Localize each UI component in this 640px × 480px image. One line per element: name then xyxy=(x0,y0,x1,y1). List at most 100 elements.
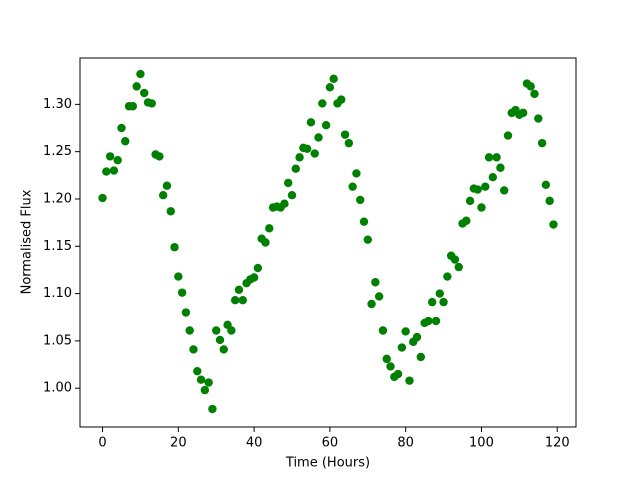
point xyxy=(340,130,350,139)
point xyxy=(378,326,388,335)
point xyxy=(344,138,354,148)
point xyxy=(215,335,225,345)
point xyxy=(352,169,361,178)
point xyxy=(450,255,460,264)
point xyxy=(435,289,444,298)
point xyxy=(374,292,384,301)
point xyxy=(174,272,183,281)
point xyxy=(98,193,107,203)
point xyxy=(113,155,122,165)
point xyxy=(537,138,547,148)
point xyxy=(549,220,558,229)
point xyxy=(348,182,357,191)
point xyxy=(356,195,365,205)
point xyxy=(325,83,335,92)
y-tick-label: 1.05 xyxy=(43,333,72,348)
point xyxy=(492,153,501,162)
point xyxy=(462,216,471,225)
axes-frame xyxy=(79,57,577,428)
y-axis-label: Normalised Flux xyxy=(20,189,35,294)
point xyxy=(534,114,543,123)
x-axis-label: Time (Hours) xyxy=(285,456,370,471)
point xyxy=(431,316,441,326)
point xyxy=(530,89,539,99)
point xyxy=(204,378,213,387)
y-tick-label: 1.25 xyxy=(43,144,72,159)
x-tick-label: 80 xyxy=(397,436,414,451)
point xyxy=(412,332,422,342)
point xyxy=(166,207,175,216)
point xyxy=(481,182,490,191)
point xyxy=(287,190,297,200)
point xyxy=(488,173,498,182)
point xyxy=(337,95,346,104)
point xyxy=(518,108,528,118)
point xyxy=(310,149,319,158)
x-tick-label: 100 xyxy=(469,436,494,451)
point xyxy=(249,273,259,282)
point xyxy=(140,88,149,98)
point xyxy=(102,167,111,176)
point xyxy=(230,296,240,305)
point xyxy=(401,327,410,336)
point xyxy=(261,238,270,247)
point xyxy=(545,196,554,206)
point xyxy=(109,166,119,175)
point xyxy=(367,299,376,309)
point xyxy=(496,163,505,172)
point xyxy=(227,326,236,335)
point xyxy=(393,369,403,379)
point xyxy=(443,272,452,281)
point xyxy=(306,118,316,127)
point xyxy=(185,326,194,335)
point xyxy=(329,74,338,84)
point xyxy=(386,362,395,371)
point xyxy=(477,203,486,212)
point xyxy=(302,144,312,154)
point xyxy=(177,288,187,297)
point xyxy=(238,296,247,305)
point xyxy=(234,285,244,295)
x-tick-label: 20 xyxy=(170,436,187,451)
point xyxy=(454,262,463,272)
y-tick-label: 1.30 xyxy=(43,97,72,112)
point xyxy=(359,217,369,226)
point xyxy=(193,366,202,376)
point xyxy=(147,99,157,108)
point xyxy=(117,123,126,133)
x-tick-label: 40 xyxy=(246,436,263,451)
point xyxy=(363,235,372,244)
point xyxy=(170,243,179,252)
point xyxy=(128,102,138,111)
point xyxy=(295,153,304,162)
point xyxy=(200,385,210,395)
point xyxy=(253,263,263,273)
y-tick-label: 1.15 xyxy=(43,239,72,254)
point xyxy=(284,178,293,188)
point xyxy=(280,199,289,208)
point xyxy=(473,185,482,194)
point xyxy=(526,82,535,91)
point xyxy=(484,153,494,162)
point xyxy=(314,133,323,142)
point xyxy=(503,131,513,140)
point xyxy=(219,345,228,354)
point xyxy=(155,152,164,161)
point xyxy=(132,82,141,91)
point xyxy=(397,343,407,352)
point xyxy=(291,164,300,173)
point xyxy=(499,186,509,195)
y-tick-label: 1.10 xyxy=(43,286,72,301)
point xyxy=(121,137,130,146)
point xyxy=(162,181,172,190)
point xyxy=(428,297,437,307)
point xyxy=(439,297,448,307)
point xyxy=(416,352,426,362)
point xyxy=(465,196,475,206)
point xyxy=(196,375,206,384)
y-tick-label: 1.00 xyxy=(43,381,72,396)
point xyxy=(382,354,391,364)
point xyxy=(371,278,380,287)
point xyxy=(541,180,551,189)
